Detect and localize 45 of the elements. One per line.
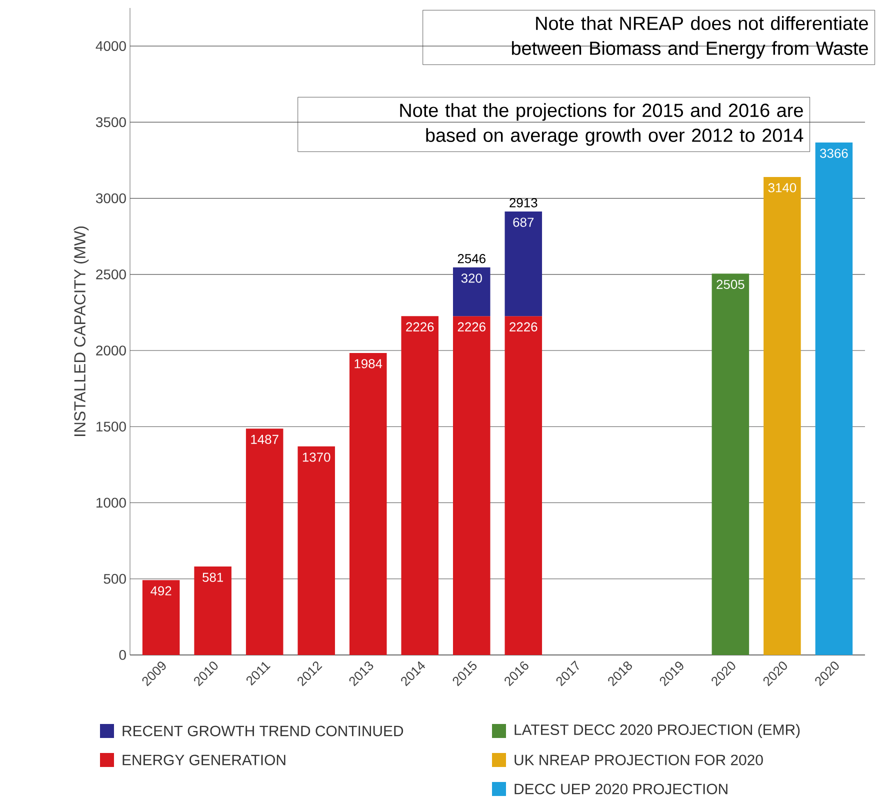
annotation: Note that the projections for 2015 and 2016 are based on average growth over 2012 to 2014 <box>400 103 804 146</box>
total-label: 2546 <box>458 254 486 264</box>
total-label: 2913 <box>510 198 538 208</box>
data-label: 2226 <box>458 322 486 332</box>
legend-label: DECC UEP 2020 PROJECTION <box>514 784 728 794</box>
bar <box>401 316 438 655</box>
bar <box>764 176 801 655</box>
bar <box>504 212 542 316</box>
bar <box>815 142 853 655</box>
bar <box>194 566 232 655</box>
y-tick-label: 1000 <box>96 498 126 508</box>
bar <box>452 316 490 655</box>
bar <box>142 580 180 655</box>
data-label: 687 <box>513 218 534 227</box>
data-label: 1370 <box>302 452 330 462</box>
y-tick-label: 1500 <box>96 422 126 432</box>
data-label: 1487 <box>251 434 278 444</box>
data-label: 2226 <box>510 322 538 332</box>
legend-label: RECENT GROWTH TREND CONTINUED <box>122 726 404 736</box>
data-label: 581 <box>202 572 223 582</box>
annotation: Note that NREAP does not differentiate between Biomass and Energy from Waste <box>512 16 868 59</box>
bar <box>298 446 335 655</box>
y-tick-label: 4000 <box>96 41 126 51</box>
y-axis-title: INSTALLED CAPACITY (MW) <box>74 226 89 436</box>
y-tick-label: 3500 <box>96 117 126 128</box>
data-label: 492 <box>150 586 172 596</box>
y-tick-label: 2500 <box>96 269 126 280</box>
data-label: 2226 <box>406 322 434 332</box>
bar <box>349 352 387 655</box>
data-label: 3366 <box>820 148 848 158</box>
data-label: 320 <box>461 274 482 283</box>
y-tick-label: 0 <box>119 650 126 660</box>
bar <box>504 316 542 655</box>
bar <box>246 428 284 655</box>
bar <box>452 267 490 316</box>
legend-label: ENERGY GENERATION <box>122 754 286 766</box>
y-tick-label: 3000 <box>96 193 126 204</box>
data-label: 1984 <box>354 359 382 368</box>
y-tick-label: 2000 <box>96 346 126 356</box>
legend-label: LATEST DECC 2020 PROJECTION (EMR) <box>514 724 800 738</box>
bar <box>712 274 750 655</box>
legend-label: UK NREAP PROJECTION FOR 2020 <box>514 754 763 766</box>
data-label: 2505 <box>716 280 744 289</box>
data-label: 3140 <box>768 183 796 192</box>
y-tick-label: 500 <box>104 574 126 584</box>
